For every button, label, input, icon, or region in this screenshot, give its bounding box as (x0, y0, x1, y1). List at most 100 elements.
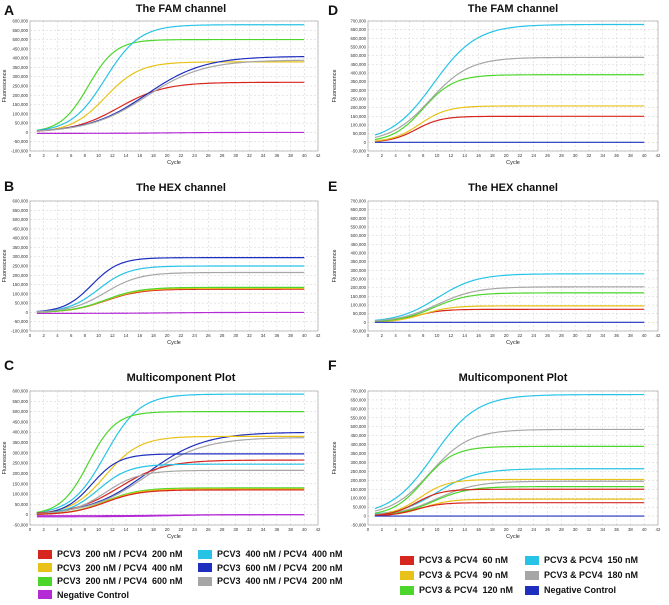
legend-right: PCV3 & PCV4 60 nM PCV3 & PCV4 150 nM PCV3 … (400, 555, 660, 605)
y-tick-label: 150,000 (350, 487, 366, 492)
x-tick-label: 30 (233, 153, 238, 158)
x-tick-label: 36 (274, 333, 279, 338)
x-tick-label: 38 (628, 153, 633, 158)
x-tick-label: 38 (288, 153, 293, 158)
y-tick-label: 550,000 (350, 225, 366, 230)
x-tick-label: 18 (490, 527, 495, 532)
y-tick-label: 250,000 (12, 84, 28, 89)
x-tick-label: 10 (435, 527, 440, 532)
x-tick-label: 6 (70, 333, 73, 338)
y-axis-label: Fluorescence (2, 249, 8, 282)
plot-frame (29, 200, 319, 332)
x-tick-label: 4 (56, 153, 59, 158)
y-tick-label: 450,000 (350, 433, 366, 438)
x-tick-label: 30 (573, 527, 578, 532)
y-tick-label: 200,000 (350, 285, 366, 290)
x-tick-label: 34 (261, 153, 266, 158)
y-axis-label: Fluorescence (332, 249, 338, 282)
series-line (36, 514, 305, 518)
series-line (374, 488, 645, 516)
series-line (36, 437, 305, 514)
y-axis-label: Fluorescence (332, 441, 338, 474)
y-tick-label: 200,000 (350, 478, 366, 483)
panel-letter-d: D (328, 2, 339, 18)
y-tick-label: 350,000 (12, 65, 28, 70)
series-line (36, 469, 305, 515)
x-tick-label: 20 (165, 333, 170, 338)
x-tick-label: 10 (435, 333, 440, 338)
x-tick-label: 40 (642, 153, 647, 158)
legend-item: PCV3 600 nM / PCV4 200 nM (198, 563, 343, 573)
y-tick-label: 0 (26, 310, 29, 315)
y-tick-label: -50,000 (13, 523, 28, 528)
panel-letter-c: C (4, 357, 15, 373)
x-tick-label: 38 (288, 527, 293, 532)
x-tick-label: 36 (614, 333, 619, 338)
x-tick-label: 12 (110, 153, 115, 158)
legend-left: PCV3 200 nM / PCV4 200 nM PCV3 400 nM / P… (38, 549, 343, 605)
x-tick-label: 0 (367, 153, 370, 158)
x-tick-label: 40 (642, 527, 647, 532)
x-tick-label: 20 (504, 153, 509, 158)
x-tick-label: 40 (302, 153, 307, 158)
x-tick-label: 36 (614, 527, 619, 532)
panel-letter-e: E (328, 178, 338, 194)
y-tick-label: -50,000 (351, 149, 366, 154)
x-tick-label: 26 (206, 333, 211, 338)
series-line (374, 286, 645, 322)
y-tick-label: 500,000 (350, 233, 366, 238)
series-line (374, 480, 645, 516)
x-tick-label: 6 (408, 527, 411, 532)
y-tick-label: 0 (26, 512, 29, 517)
y-tick-label: 650,000 (350, 27, 366, 32)
legend-item: PCV3 400 nM / PCV4 400 nM (198, 549, 343, 559)
hex-channel-chart-b: -100,000 -50,000 0 50,000 100,000 150,000 200,… (2, 199, 321, 347)
y-tick-label: 700,000 (350, 389, 366, 394)
x-tick-label: 20 (165, 527, 170, 532)
y-tick-label: 50,000 (353, 311, 367, 316)
y-tick-label: 650,000 (350, 397, 366, 402)
x-tick-label: 42 (316, 153, 321, 158)
series-line (374, 428, 645, 512)
y-tick-label: 50,000 (15, 301, 29, 306)
x-tick-label: 42 (316, 527, 321, 532)
y-tick-label: 150,000 (350, 114, 366, 119)
x-tick-label: 42 (656, 333, 661, 338)
x-tick-label: 10 (96, 153, 101, 158)
y-tick-label: 0 (364, 320, 367, 325)
y-tick-label: 100,000 (350, 123, 366, 128)
x-axis-label: Cycle (167, 340, 181, 346)
y-tick-label: 450,000 (12, 46, 28, 51)
y-tick-label: 600,000 (350, 216, 366, 221)
x-axis-label: Cycle (506, 160, 520, 166)
plot-frame (367, 200, 659, 332)
fam-channel-chart-a: -100,000 -50,000 0 50,000 100,000 150,000 200,… (2, 19, 321, 167)
y-tick-label: 0 (364, 140, 367, 145)
x-tick-label: 32 (247, 333, 252, 338)
x-tick-label: 8 (84, 333, 87, 338)
series-line (374, 478, 645, 516)
series-line (374, 105, 645, 142)
y-tick-label: 400,000 (350, 251, 366, 256)
x-tick-label: 0 (367, 527, 370, 532)
x-tick-label: 22 (178, 333, 183, 338)
legend-swatch (198, 549, 212, 559)
y-tick-label: 350,000 (350, 451, 366, 456)
panel-title-d: The FAM channel (467, 3, 559, 15)
x-tick-label: 2 (43, 153, 46, 158)
x-tick-label: 24 (531, 333, 536, 338)
x-tick-label: 6 (408, 153, 411, 158)
x-tick-label: 4 (56, 333, 59, 338)
x-tick-label: 28 (220, 333, 225, 338)
legend-item: Negative Control (525, 585, 616, 595)
x-tick-label: 10 (96, 333, 101, 338)
x-tick-label: 18 (151, 153, 156, 158)
legend-item: PCV3 & PCV4 90 nM (400, 570, 508, 580)
x-tick-label: 14 (462, 333, 467, 338)
legend-label: Negative Control (544, 585, 617, 595)
panel-title-b: The HEX channel (136, 182, 226, 194)
panel-title-f: Multicomponent Plot (458, 372, 568, 384)
panel-letter-f: F (328, 357, 337, 373)
y-axis-label: Fluorescence (332, 69, 338, 102)
series-line (374, 23, 645, 136)
